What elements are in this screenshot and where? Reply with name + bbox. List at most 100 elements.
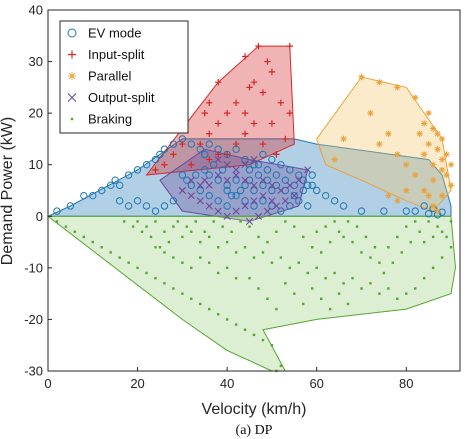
point-input-split bbox=[197, 140, 204, 148]
point-braking bbox=[364, 235, 368, 239]
region-parallel bbox=[316, 76, 452, 212]
point-output-split bbox=[263, 207, 272, 215]
point-braking bbox=[122, 220, 126, 223]
point-ev-mode bbox=[286, 166, 294, 174]
region-ev-mode bbox=[47, 138, 452, 217]
point-ev-mode bbox=[321, 191, 330, 200]
point-input-split bbox=[179, 140, 186, 148]
point-ev-mode bbox=[339, 202, 348, 210]
point-braking bbox=[158, 246, 162, 249]
point-input-split bbox=[268, 68, 276, 76]
point-parallel bbox=[394, 151, 401, 158]
point-ev-mode bbox=[124, 202, 133, 210]
point-parallel bbox=[438, 192, 446, 199]
point-braking bbox=[131, 225, 135, 228]
point-output-split bbox=[214, 171, 222, 179]
x-tick-label: 20 bbox=[130, 376, 144, 391]
point-input-split bbox=[232, 99, 240, 107]
point-braking bbox=[288, 266, 292, 270]
point-output-split bbox=[232, 166, 240, 174]
point-output-split bbox=[259, 192, 267, 200]
point-braking bbox=[418, 230, 421, 233]
point-output-split bbox=[205, 181, 213, 189]
point-ev-mode bbox=[196, 186, 204, 195]
point-output-split bbox=[178, 186, 186, 195]
point-input-split bbox=[201, 109, 208, 117]
point-braking bbox=[387, 287, 390, 290]
point-ev-mode bbox=[312, 186, 321, 195]
point-ev-mode bbox=[411, 207, 419, 215]
point-braking bbox=[378, 292, 381, 295]
point-ev-mode bbox=[420, 202, 428, 210]
point-braking bbox=[243, 246, 247, 249]
point-braking bbox=[382, 271, 386, 275]
point-braking bbox=[190, 297, 193, 300]
y-axis-ticks: -30 -20 -10 0 10 20 30 40 bbox=[24, 3, 52, 379]
point-ev-mode bbox=[218, 166, 227, 174]
point-ev-mode bbox=[241, 197, 249, 205]
point-braking bbox=[243, 328, 247, 331]
point-output-split bbox=[214, 155, 222, 164]
figure-caption: (a) DP bbox=[236, 423, 273, 438]
point-braking bbox=[436, 225, 439, 228]
point-braking bbox=[311, 287, 314, 290]
point-braking bbox=[369, 256, 372, 259]
point-input-split bbox=[259, 140, 267, 148]
point-braking bbox=[293, 292, 296, 295]
point-braking bbox=[391, 261, 395, 264]
legend-box bbox=[59, 20, 189, 134]
point-parallel bbox=[438, 156, 446, 163]
point-ev-mode bbox=[187, 181, 196, 190]
point-braking bbox=[234, 276, 238, 280]
point-ev-mode bbox=[160, 145, 169, 153]
y-tick-label: 30 bbox=[29, 54, 43, 69]
point-ev-mode bbox=[232, 191, 240, 200]
region-braking bbox=[46, 215, 457, 372]
point-parallel bbox=[420, 151, 428, 158]
point-braking bbox=[396, 235, 399, 239]
point-braking bbox=[234, 251, 238, 254]
point-parallel bbox=[420, 187, 428, 194]
point-ev-mode bbox=[295, 171, 303, 179]
point-ev-mode bbox=[151, 155, 160, 164]
x-tick-label: 60 bbox=[309, 376, 323, 391]
point-braking bbox=[199, 240, 202, 244]
point-braking bbox=[234, 323, 238, 326]
point-input-split bbox=[282, 135, 289, 143]
point-ev-mode bbox=[80, 191, 88, 200]
point-output-split bbox=[245, 217, 254, 226]
point-braking bbox=[225, 266, 229, 270]
point-output-split bbox=[281, 197, 289, 205]
point-braking bbox=[257, 287, 260, 290]
point-parallel bbox=[429, 125, 437, 132]
point-ev-mode bbox=[290, 181, 299, 190]
point-ev-mode bbox=[330, 197, 339, 205]
point-input-split bbox=[214, 120, 222, 127]
point-ev-mode bbox=[290, 191, 299, 200]
point-braking bbox=[64, 225, 68, 228]
legend-marker bbox=[68, 50, 76, 59]
point-braking bbox=[145, 225, 148, 228]
point-ev-mode bbox=[250, 202, 258, 210]
point-braking bbox=[270, 344, 274, 347]
point-ev-mode bbox=[299, 176, 307, 184]
point-ev-mode bbox=[286, 202, 294, 210]
point-ev-mode bbox=[142, 202, 151, 210]
point-ev-mode bbox=[250, 186, 258, 195]
point-parallel bbox=[376, 140, 383, 148]
point-ev-mode bbox=[357, 207, 366, 215]
point-parallel bbox=[385, 192, 392, 199]
point-ev-mode bbox=[380, 207, 388, 215]
point-braking bbox=[252, 333, 256, 337]
legend-label: EV mode bbox=[88, 26, 141, 41]
point-braking bbox=[82, 235, 86, 239]
point-parallel bbox=[429, 161, 437, 168]
point-input-split bbox=[214, 151, 222, 158]
point-input-split bbox=[250, 120, 258, 127]
point-parallel bbox=[425, 140, 432, 148]
y-tick-label: -10 bbox=[24, 260, 43, 275]
x-tick-label: 40 bbox=[220, 376, 234, 391]
point-ev-mode bbox=[201, 166, 209, 174]
point-braking bbox=[445, 235, 448, 239]
point-parallel bbox=[331, 156, 338, 163]
